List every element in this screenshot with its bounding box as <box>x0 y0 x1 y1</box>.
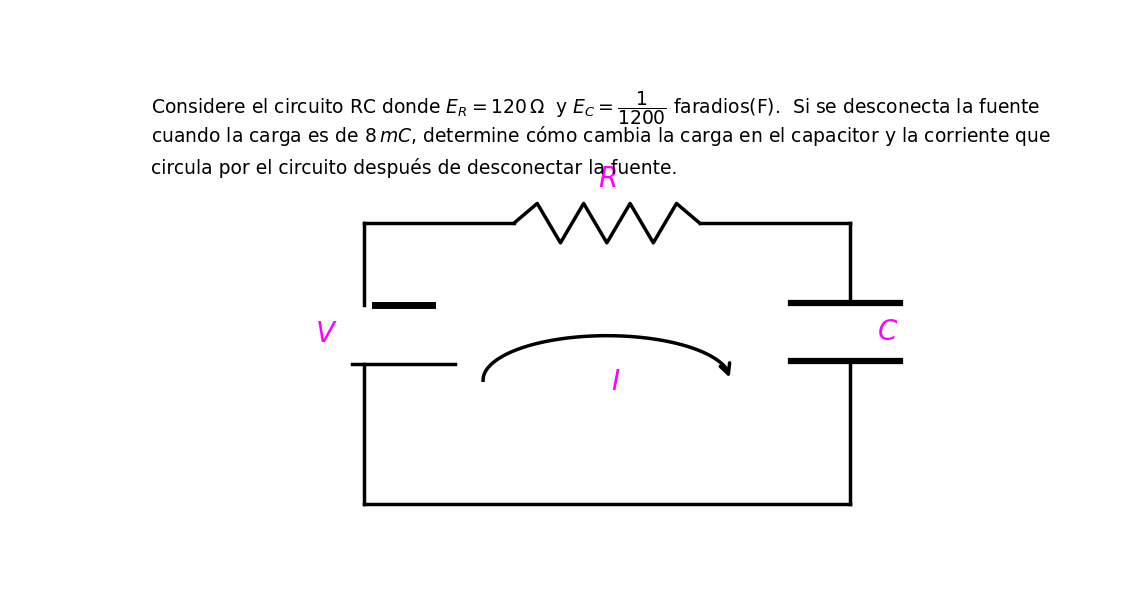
Text: $V$: $V$ <box>315 321 338 348</box>
Text: $I$: $I$ <box>610 369 621 396</box>
Text: circula por el circuito después de desconectar la fuente.: circula por el circuito después de desco… <box>152 158 678 178</box>
Text: Considere el circuito RC donde $E_R = 120\,\Omega$  y $E_C = \dfrac{1}{1200}$ fa: Considere el circuito RC donde $E_R = 12… <box>152 90 1041 127</box>
Text: cuando la carga es de $8\,mC$, determine cómo cambia la carga en el capacitor y : cuando la carga es de $8\,mC$, determine… <box>152 124 1051 148</box>
Text: $C$: $C$ <box>876 319 898 346</box>
Text: $R$: $R$ <box>598 166 616 192</box>
